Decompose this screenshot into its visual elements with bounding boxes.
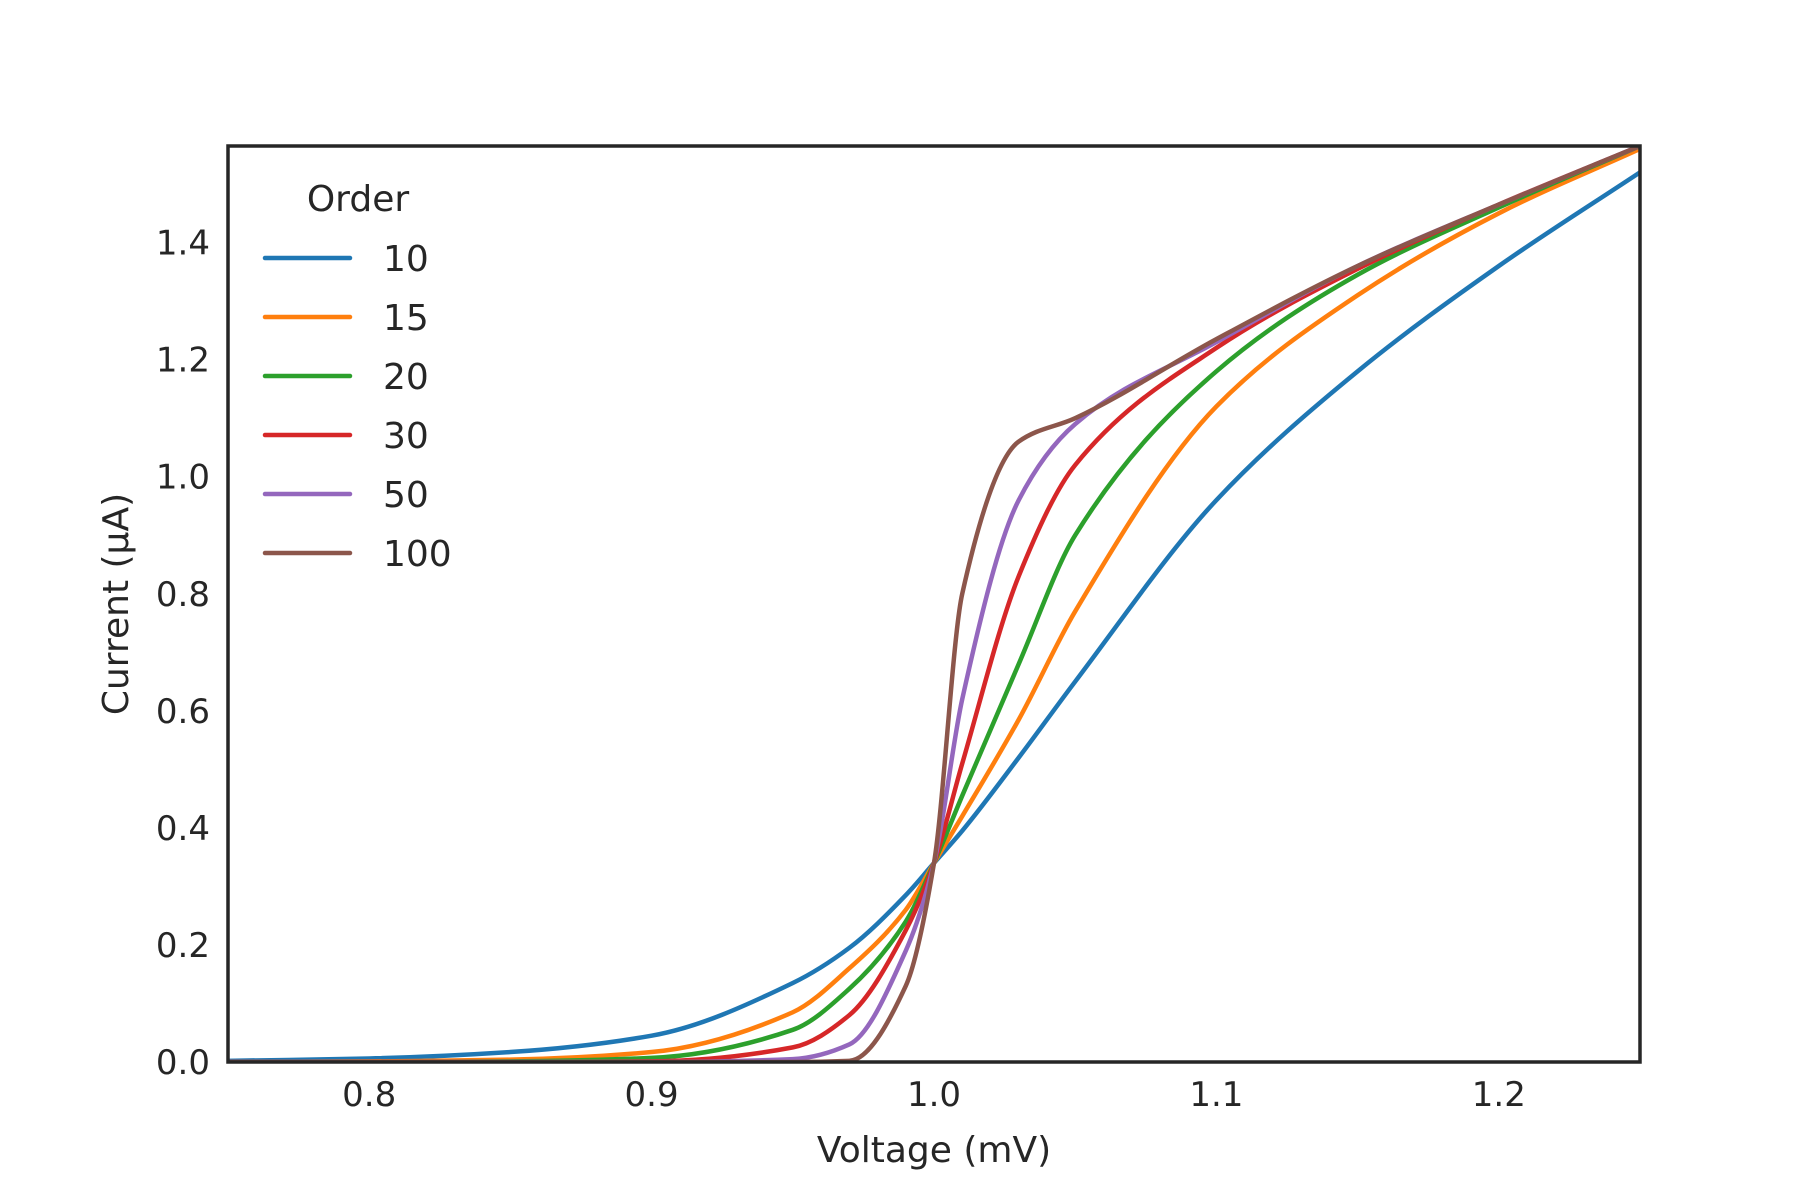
legend-item-10: 10 bbox=[262, 239, 429, 280]
legend-item-50: 50 bbox=[262, 475, 429, 516]
legend-items: 10 15 20 30 50 100 bbox=[262, 239, 452, 575]
legend-label: 50 bbox=[383, 475, 429, 516]
legend-label: 100 bbox=[383, 534, 452, 575]
series-line-30 bbox=[228, 146, 1640, 1062]
x-axis-label: Voltage (mV) bbox=[817, 1130, 1051, 1171]
x-axis-ticks: 0.8 0.9 1.0 1.1 1.2 bbox=[342, 1075, 1526, 1115]
y-tick-label: 1.0 bbox=[156, 458, 210, 498]
y-tick-label: 1.4 bbox=[156, 224, 210, 264]
y-tick-label: 0.8 bbox=[156, 575, 210, 615]
series-line-100 bbox=[228, 146, 1640, 1062]
legend-item-15: 15 bbox=[262, 298, 429, 339]
y-axis-label: Current (µA) bbox=[96, 493, 137, 715]
y-tick-label: 0.0 bbox=[156, 1043, 210, 1083]
x-tick-label: 0.8 bbox=[342, 1075, 396, 1115]
legend: Order 10 15 20 30 50 100 bbox=[262, 179, 452, 575]
series-line-10 bbox=[228, 170, 1640, 1062]
legend-label: 15 bbox=[383, 298, 429, 339]
legend-item-20: 20 bbox=[262, 357, 429, 398]
plot-frame bbox=[226, 144, 1642, 1064]
legend-label: 30 bbox=[383, 416, 429, 457]
y-tick-label: 0.2 bbox=[156, 926, 210, 966]
x-tick-label: 0.9 bbox=[625, 1075, 679, 1115]
legend-item-100: 100 bbox=[262, 534, 452, 575]
legend-item-30: 30 bbox=[262, 416, 429, 457]
series-layer bbox=[228, 146, 1640, 1062]
y-tick-label: 0.6 bbox=[156, 692, 210, 732]
legend-title: Order bbox=[307, 179, 410, 220]
series-line-15 bbox=[228, 146, 1640, 1062]
y-tick-label: 0.4 bbox=[156, 809, 210, 849]
x-tick-label: 1.2 bbox=[1472, 1075, 1526, 1115]
legend-label: 20 bbox=[383, 357, 429, 398]
x-tick-label: 1.0 bbox=[907, 1075, 961, 1115]
series-line-20 bbox=[228, 146, 1640, 1062]
y-axis-ticks: 0.0 0.2 0.4 0.6 0.8 1.0 1.2 1.4 bbox=[156, 224, 210, 1083]
y-tick-label: 1.2 bbox=[156, 341, 210, 381]
x-tick-label: 1.1 bbox=[1189, 1075, 1243, 1115]
series-line-50 bbox=[228, 146, 1640, 1062]
legend-label: 10 bbox=[383, 239, 429, 280]
